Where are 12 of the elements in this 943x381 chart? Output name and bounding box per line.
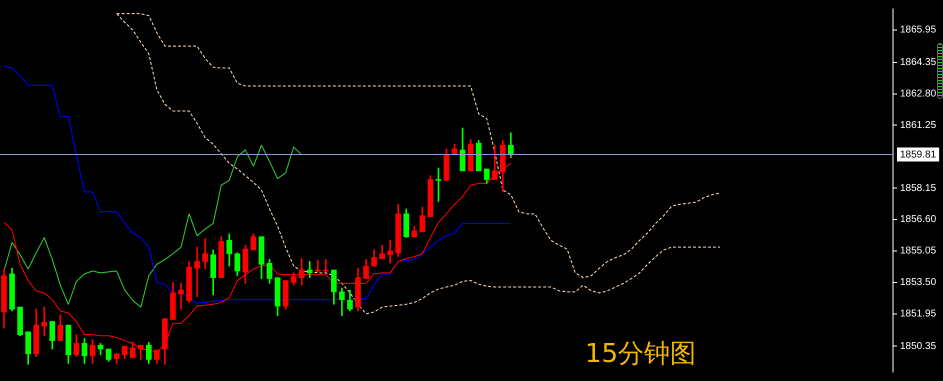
y-tick-label: 1855.05 <box>900 246 937 257</box>
y-tick-label: 1858.15 <box>900 182 937 194</box>
y-tick-label: 1853.50 <box>900 277 937 288</box>
y-tick-label: 1856.60 <box>900 214 937 226</box>
y-tick-label: 1851.95 <box>900 308 937 320</box>
ref-line-label: 1859.81 <box>900 149 937 160</box>
y-tick-label: 1861.25 <box>900 120 937 131</box>
y-tick-label: 1864.35 <box>900 57 937 68</box>
y-tick-label: 1850.35 <box>900 340 937 352</box>
y-tick-label: 1862.80 <box>900 88 937 100</box>
annotation: 15分钟图 <box>585 338 696 371</box>
y-tick-label: 1865.95 <box>900 24 937 36</box>
